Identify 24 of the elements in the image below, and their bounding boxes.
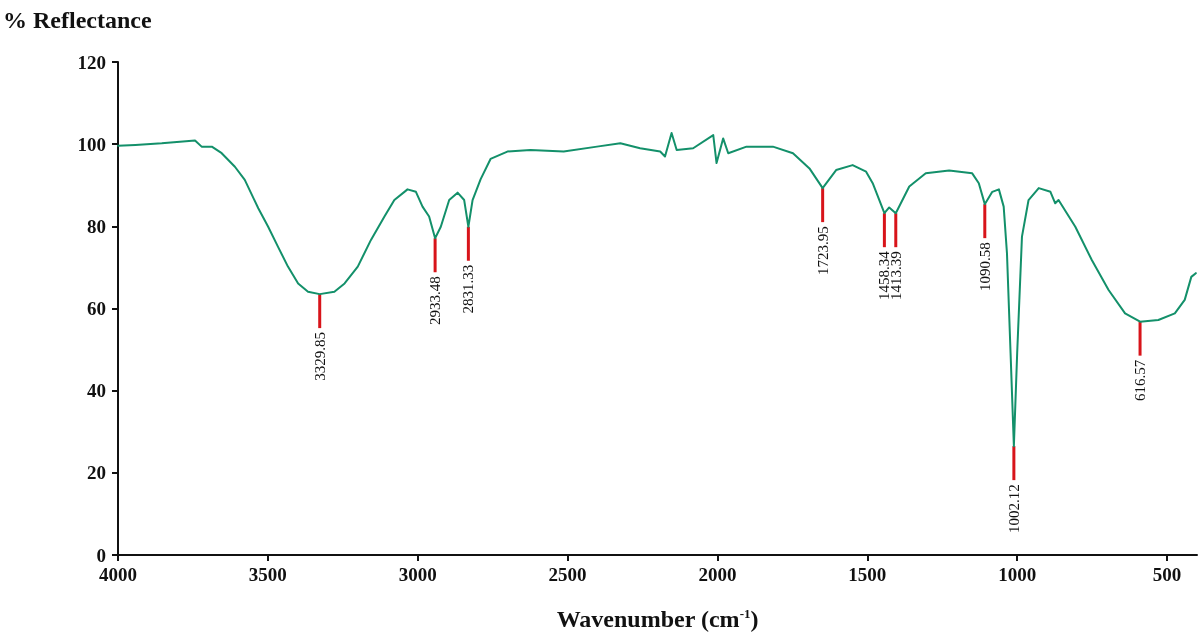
y-tick-label: 100 bbox=[77, 133, 106, 155]
x-tick-label: 2000 bbox=[698, 564, 737, 585]
y-axis-title: % Reflectance bbox=[3, 7, 152, 33]
y-tick-label: 120 bbox=[77, 51, 106, 73]
y-tick-label: 0 bbox=[96, 544, 106, 566]
y-tick-label: 20 bbox=[87, 462, 106, 484]
x-tick-label: 4000 bbox=[99, 564, 137, 585]
x-tick-label: 2500 bbox=[548, 564, 587, 585]
y-tick-label: 80 bbox=[87, 215, 106, 237]
annotation: 1723.95 bbox=[814, 226, 831, 275]
x-tick-label: 3500 bbox=[248, 564, 287, 585]
x-tick-label: 1500 bbox=[848, 564, 887, 585]
annotation: 2933.48 bbox=[427, 276, 444, 325]
annotation: 2831.33 bbox=[460, 264, 477, 314]
x-tick-label: 500 bbox=[1152, 564, 1182, 585]
y-tick-label: 60 bbox=[87, 298, 106, 319]
line-series bbox=[117, 132, 1197, 448]
annotation: 1090.58 bbox=[976, 242, 993, 291]
annotation: 616.57 bbox=[1132, 359, 1149, 401]
y-tick-label: 40 bbox=[87, 380, 106, 402]
annotation: 3329.85 bbox=[311, 332, 328, 381]
x-tick-label: 3000 bbox=[398, 564, 437, 585]
x-tick-label: 1000 bbox=[998, 564, 1037, 585]
annotation: 1002.12 bbox=[1005, 484, 1022, 533]
